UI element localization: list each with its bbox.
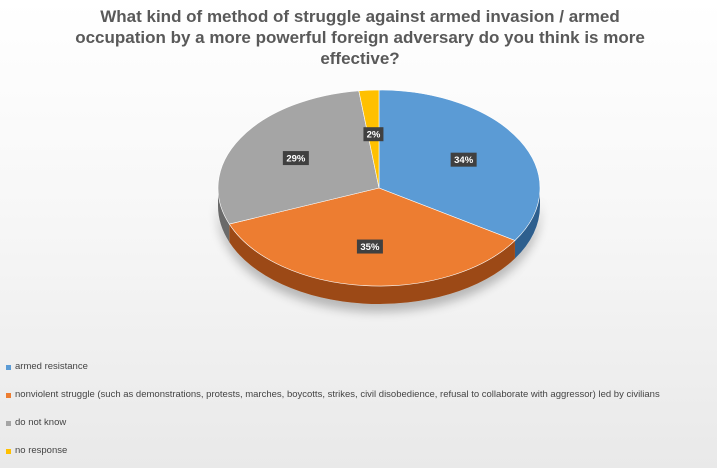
legend-item-armed-resistance: armed resistance (6, 360, 712, 374)
chart-title: What kind of method of struggle against … (75, 7, 645, 68)
pie-slices (217, 89, 541, 287)
data-label-text: 35% (360, 242, 380, 253)
pie-depth (218, 188, 540, 304)
legend-label: do not know (15, 417, 67, 428)
data-label-box (363, 127, 384, 142)
pie-slice-nonviolent-struggle-such (228, 187, 516, 287)
legend-swatch (6, 420, 11, 426)
data-label-nonviolent-struggle-such: 35% (356, 239, 383, 254)
legend-item-do-not-know: do not know (6, 416, 712, 430)
data-label-armed-resistance: 34% (450, 152, 477, 167)
legend-label: no response (15, 445, 68, 456)
data-labels: 34% 35% 29% 2% (282, 127, 477, 254)
pie-chart: 34% 35% 29% 2% (217, 89, 541, 304)
pie-side-nonviolent-struggle-such (229, 224, 515, 304)
legend: armed resistance nonviolent struggle (su… (6, 360, 712, 468)
data-label-text: 29% (286, 154, 306, 165)
data-label-box (356, 239, 383, 254)
legend-swatch (6, 448, 11, 454)
legend-swatch (6, 392, 11, 398)
legend-swatch (6, 364, 11, 370)
data-label-do-not-know: 29% (282, 151, 309, 166)
legend-label: armed resistance (15, 361, 88, 372)
legend-label: nonviolent struggle (such as demonstrati… (15, 389, 660, 400)
legend-item-nonviolent-struggle: nonviolent struggle (such as demonstrati… (6, 388, 712, 402)
data-label-text: 2% (367, 130, 381, 141)
data-label-box (282, 151, 309, 166)
data-label-text: 34% (454, 155, 474, 166)
legend-item-no-response: no response (6, 444, 712, 458)
pie-side-armed-resistance (514, 188, 540, 259)
pie-side-do-not-know (218, 188, 230, 243)
data-label-no-response: 2% (363, 127, 384, 142)
data-label-box (450, 152, 477, 167)
